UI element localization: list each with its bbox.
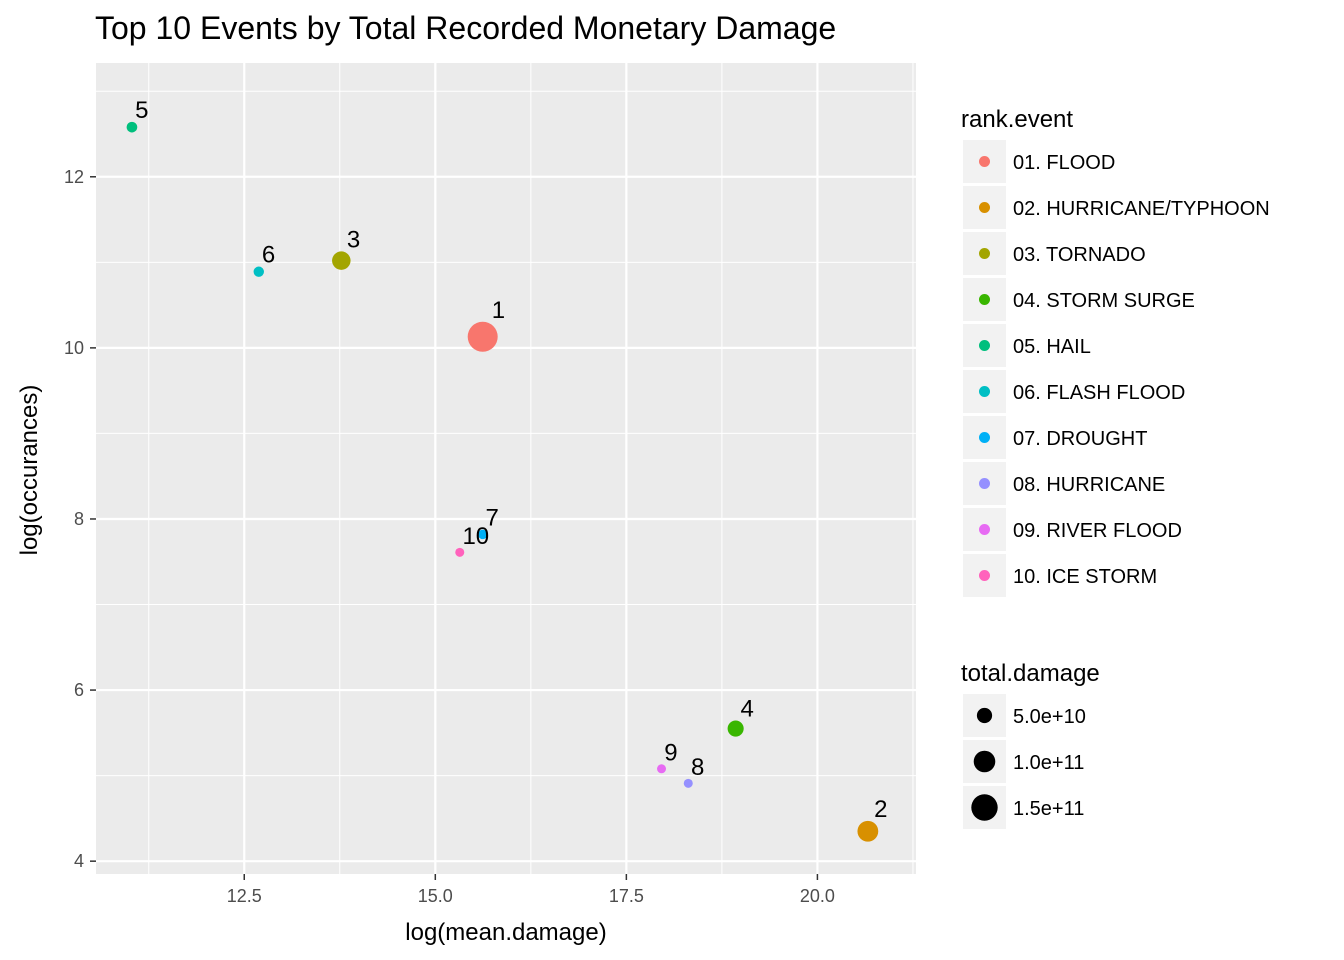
legend-label: 09. RIVER FLOOD [1013, 520, 1182, 542]
legend-label: 10. ICE STORM [1013, 566, 1157, 588]
x-tick-label: 20.0 [800, 886, 835, 906]
legend-label: 02. HURRICANE/TYPHOON [1013, 198, 1270, 220]
data-point-10 [455, 547, 465, 557]
data-point-6 [253, 266, 264, 277]
legend-key-point [979, 432, 990, 443]
x-tick-label: 15.0 [418, 886, 453, 906]
size-key-point [971, 794, 998, 821]
legend-key-point [979, 156, 990, 167]
legend-rank-event: rank.event 01. FLOOD 02. HURRICANE/TYPHOO… [961, 106, 1270, 597]
legend-key-point [979, 202, 990, 213]
point-label-4: 4 [740, 696, 753, 723]
y-tick-label: 10 [64, 338, 84, 358]
legend-key-point [979, 478, 990, 489]
legend-label: 03. TORNADO [1013, 244, 1146, 266]
point-label-6: 6 [262, 242, 275, 269]
legend-label: 06. FLASH FLOOD [1013, 382, 1185, 404]
y-tick-label: 4 [74, 851, 84, 871]
data-point-5 [126, 121, 138, 133]
legend-total-damage: total.damage 5.0e+10 1.0e+11 1.5e+11 [961, 660, 1100, 829]
data-points: 1 2 3 4 5 6 7 89 10 [126, 97, 887, 842]
point-label-10: 10 [462, 523, 489, 550]
point-label-1: 1 [492, 297, 505, 324]
y-axis-title: log(occurances) [16, 385, 43, 556]
y-tick-label: 12 [64, 167, 84, 187]
data-point-1 [467, 321, 498, 352]
y-tick-label: 6 [74, 680, 84, 700]
size-legend-label: 1.0e+11 [1013, 752, 1084, 774]
panel-background [96, 63, 916, 874]
legend-label: 07. DROUGHT [1013, 428, 1147, 450]
legend-key-point [979, 340, 990, 351]
point-label-8: 8 [691, 754, 704, 781]
point-label-7: 7 [486, 505, 499, 532]
point-label-9: 9 [664, 739, 677, 766]
legend-key-point [979, 386, 990, 397]
legend-key-point [979, 524, 990, 535]
legend-key-point [979, 294, 990, 305]
size-key-point [976, 707, 993, 724]
data-point-9 [657, 764, 667, 774]
axes: 12.5 15.0 17.5 20.0 4 6 8 10 12 [64, 167, 835, 906]
legend-label: 04. STORM SURGE [1013, 290, 1195, 312]
size-key-point [973, 750, 996, 773]
y-tick-label: 8 [74, 509, 84, 529]
size-legend-label: 5.0e+10 [1013, 706, 1086, 728]
point-label-2: 2 [874, 796, 887, 823]
point-label-5: 5 [135, 97, 148, 124]
data-point-7 [477, 529, 488, 540]
x-tick-label: 17.5 [609, 886, 644, 906]
data-point-4 [727, 720, 744, 737]
legend-label: 01. FLOOD [1013, 152, 1115, 174]
chart-title: Top 10 Events by Total Recorded Monetary… [95, 10, 836, 46]
legend-key-point [979, 248, 990, 259]
legend-label: 05. HAIL [1013, 336, 1091, 358]
x-tick-label: 12.5 [227, 886, 262, 906]
size-legend-label: 1.5e+11 [1013, 798, 1084, 820]
data-point-8 [683, 778, 693, 788]
plot-panel [96, 63, 916, 874]
legend-color-title: rank.event [961, 106, 1073, 133]
legend-size-title: total.damage [961, 660, 1100, 687]
data-point-3 [332, 251, 351, 270]
legend-key-point [979, 570, 990, 581]
x-axis-title: log(mean.damage) [405, 919, 606, 946]
point-label-3: 3 [347, 226, 360, 253]
data-point-2 [857, 820, 879, 842]
legend-label: 08. HURRICANE [1013, 474, 1165, 496]
